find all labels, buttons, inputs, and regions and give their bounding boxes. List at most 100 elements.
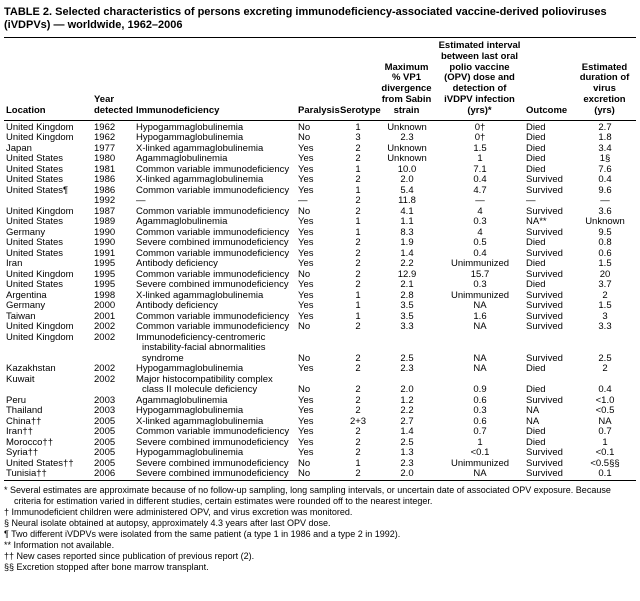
table-cell: 1 — [355, 185, 361, 196]
table-row: Germany 2000 Antibody deficiency Yes 1 3.5 NA S… — [4, 301, 636, 312]
table-cell: 2.7 — [598, 121, 612, 133]
table-cell: Tunisia†† — [6, 469, 47, 480]
table-page: TABLE 2. Selected characteristics of per… — [4, 6, 636, 572]
table-cell: 0.4 — [473, 248, 487, 259]
table-cell: 3.6 — [598, 206, 612, 217]
table-cell: Survived — [526, 301, 563, 312]
table-cell: Yes — [298, 217, 314, 228]
table-cell: 3.4 — [598, 143, 612, 154]
table-row: Thailand 2003 Hypogammaglobulinemia Yes 2 2.2… — [4, 406, 636, 417]
table-cell: X-linked agammaglobulinemia — [136, 416, 264, 427]
table-row: United Kingdom 2002 Common variable immuno… — [4, 322, 636, 333]
table-row: Peru 2003 Agammaglobulinemia Yes 2 1.2 0.6 Surv… — [4, 396, 636, 407]
table-row: United States 1989 Agammaglobulinemia Yes 1 1… — [4, 217, 636, 228]
table-cell: Hypogammaglobulinemia — [136, 133, 244, 144]
table-cell: 2 — [355, 248, 361, 259]
table-cell: 1 — [602, 437, 608, 448]
table-cell: <0.1 — [470, 448, 490, 459]
table-cell: Yes — [298, 395, 314, 406]
table-cell: Died — [526, 364, 546, 375]
table-cell: Unknown — [585, 217, 625, 228]
table-row: Kuwait 2002 Major histocompatibility compl… — [4, 375, 636, 396]
table-cell: NA — [473, 352, 487, 364]
table-cell: Hypogammaglobulinemia — [136, 448, 244, 459]
table-cell: 5.4 — [400, 185, 414, 196]
table-cell: 0.4 — [598, 175, 612, 186]
table-cell: Yes — [298, 290, 314, 301]
table-cell: United States¶ — [6, 185, 69, 196]
table-cell: United States — [6, 280, 64, 291]
table-cell: United Kingdom — [6, 332, 74, 343]
table-cell: China†† — [6, 416, 42, 427]
table-cell: United States — [6, 164, 64, 175]
table-cell: Survived — [526, 269, 563, 280]
table-cell: Yes — [298, 437, 314, 448]
footnote: † Immunodeficient children were administ… — [4, 506, 353, 517]
table-cell: 2 — [355, 406, 361, 417]
table-cell: Common variable immunodeficiency — [136, 311, 290, 322]
column-header-vp1-divergence: Maximum % VP1 divergence from Sabin stra… — [378, 39, 436, 121]
table-cell: 4 — [477, 227, 483, 238]
table-row: Syria†† 2005 Hypogammaglobulinemia Yes 2 1.3 <… — [4, 448, 636, 459]
column-header-outcome: Outcome — [524, 39, 574, 121]
table-row: Iran 1995 Antibody deficiency Yes 2 2.2 Unimmu… — [4, 259, 636, 270]
table-cell: 2 — [355, 364, 361, 375]
footnote: ¶ Two different iVDPVs were isolated fro… — [4, 528, 401, 539]
table-cell: 1981 — [94, 164, 116, 175]
table-cell: Died — [526, 238, 546, 249]
table-cell: 1990 — [94, 238, 116, 249]
table-cell: 7.6 — [598, 164, 612, 175]
table-cell: Survived — [526, 206, 563, 217]
table-cell: 7.1 — [473, 164, 487, 175]
table-cell: 0.1 — [598, 469, 612, 480]
table-cell: Unknown — [387, 121, 427, 133]
table-row: Morocco†† 2005 Severe combined immunodefic… — [4, 438, 636, 449]
table-title: TABLE 2. Selected characteristics of per… — [4, 6, 636, 38]
table-cell: Antibody deficiency — [136, 301, 218, 312]
table-cell: No — [298, 133, 311, 144]
table-row: United Kingdom 1995 Common variable immuno… — [4, 270, 636, 281]
table-cell: Common variable immunodeficiency — [136, 185, 290, 196]
table-cell: Iran — [6, 259, 23, 270]
table-cell: 1.6 — [473, 311, 487, 322]
table-cell: Common variable immunodeficiency — [136, 248, 290, 259]
table-cell: 0.3 — [473, 217, 487, 228]
table-cell: 1 — [355, 458, 361, 469]
table-cell: United Kingdom — [6, 206, 74, 217]
footnote: †† New cases reported since publication … — [4, 550, 255, 561]
table-cell: Agammaglobulinemia — [136, 217, 228, 228]
column-header-location: Location — [4, 39, 92, 121]
table-cell: 0† — [474, 133, 486, 144]
table-cell: Died — [526, 164, 546, 175]
footnote: ** Information not available. — [4, 539, 115, 550]
table-cell: 2005 — [94, 416, 116, 427]
table-cell: 1 — [355, 164, 361, 175]
footnote: § Neural isolate obtained at autopsy, ap… — [4, 517, 331, 528]
table-cell: Thailand — [6, 406, 43, 417]
table-cell: 3.3 — [598, 322, 612, 333]
table-cell: 1 — [355, 121, 361, 133]
table-cell: Kazakhstan — [6, 364, 56, 375]
table-cell: Survived — [526, 248, 563, 259]
table-cell: 2.5 — [400, 352, 414, 364]
table-row: Kazakhstan 2002 Hypogammaglobulinemia Yes 2 2… — [4, 364, 636, 375]
table-cell: 2005 — [94, 458, 116, 469]
table-cell: 2 — [602, 290, 608, 301]
table-cell: X-linked agammaglobulinemia — [136, 143, 264, 154]
table-cell: — — [600, 196, 610, 207]
table-cell: 2005 — [94, 427, 116, 438]
column-header-paralysis: Paralysis — [296, 39, 340, 121]
table-cell: 2.0 — [400, 384, 414, 396]
table-cell: Germany — [6, 301, 46, 312]
table-cell: 2003 — [94, 406, 116, 417]
table-cell: Yes — [298, 427, 314, 438]
table-row: United States 1980 Agammaglobulinemia Yes 2 U… — [4, 154, 636, 165]
table-cell: 1995 — [94, 280, 116, 291]
table-cell: Severe combined immunodeficiency — [136, 458, 289, 469]
table-cell: 0.9 — [473, 384, 487, 396]
table-cell: <0.5§§ — [590, 458, 620, 469]
column-header-serotype: Serotype — [338, 39, 381, 121]
table-cell: 2006 — [94, 469, 116, 480]
table-cell: 9.6 — [598, 185, 612, 196]
table-cell: 2005 — [94, 448, 116, 459]
